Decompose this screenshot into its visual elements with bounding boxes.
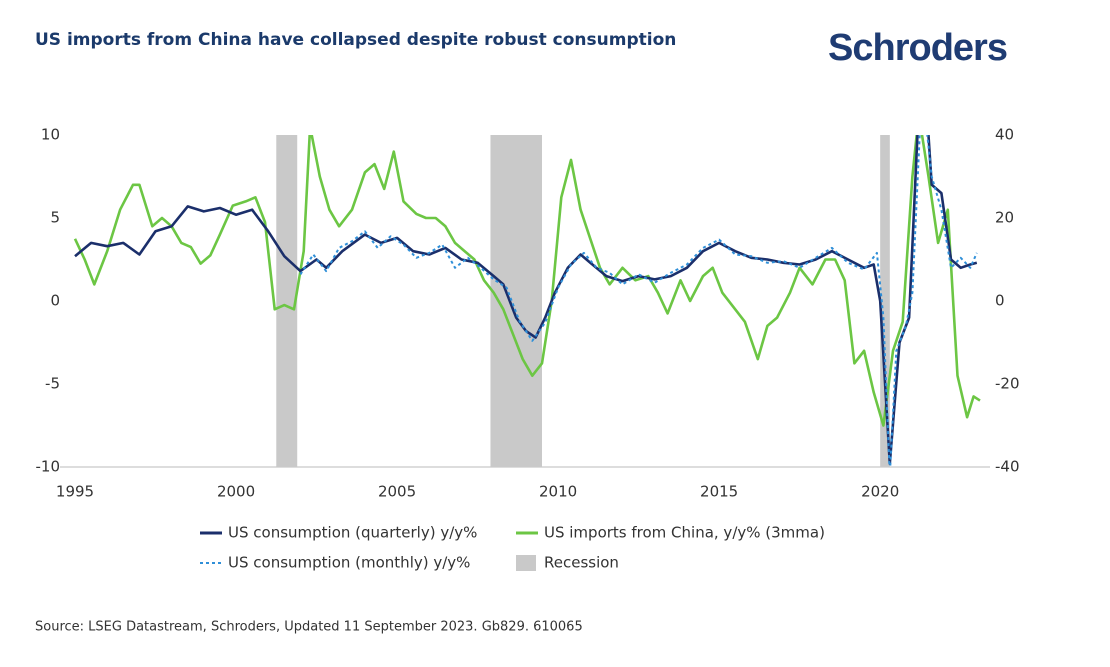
legend-label: US consumption (quarterly) y/y% — [228, 524, 477, 542]
y2-tick-label: -20 — [995, 375, 1020, 393]
y2-tick-label: -40 — [995, 458, 1020, 476]
y-tick-label: -5 — [45, 375, 60, 393]
y2-tick-label: 20 — [995, 209, 1014, 227]
chart-title: US imports from China have collapsed des… — [35, 30, 676, 50]
legend-label: US imports from China, y/y% (3mma) — [544, 524, 825, 542]
legend-swatch — [516, 555, 536, 571]
y-tick-label: 0 — [50, 292, 60, 310]
y2-tick-label: 40 — [995, 126, 1014, 144]
recession-layer — [276, 135, 890, 467]
x-tick-label: 2020 — [861, 483, 899, 501]
legend-label: US consumption (monthly) y/y% — [228, 554, 470, 572]
recession-band — [880, 135, 890, 467]
x-tick-label: 1995 — [56, 483, 94, 501]
recession-band — [276, 135, 298, 467]
x-tick-label: 2010 — [539, 483, 577, 501]
x-tick-label: 2005 — [378, 483, 416, 501]
y2-tick-label: 0 — [995, 292, 1005, 310]
legend-label: Recession — [544, 554, 619, 572]
logo: Schroders — [828, 27, 1007, 69]
series-line — [73, 135, 981, 427]
series-line — [74, 135, 978, 465]
y-tick-label: 10 — [41, 126, 60, 144]
x-tick-label: 2015 — [700, 483, 738, 501]
series-line — [299, 135, 978, 467]
y-tick-label: -10 — [36, 458, 61, 476]
source-note: Source: LSEG Datastream, Schroders, Upda… — [35, 620, 583, 635]
y-tick-label: 5 — [50, 209, 60, 227]
x-tick-label: 2000 — [217, 483, 255, 501]
line-layer — [73, 135, 981, 467]
